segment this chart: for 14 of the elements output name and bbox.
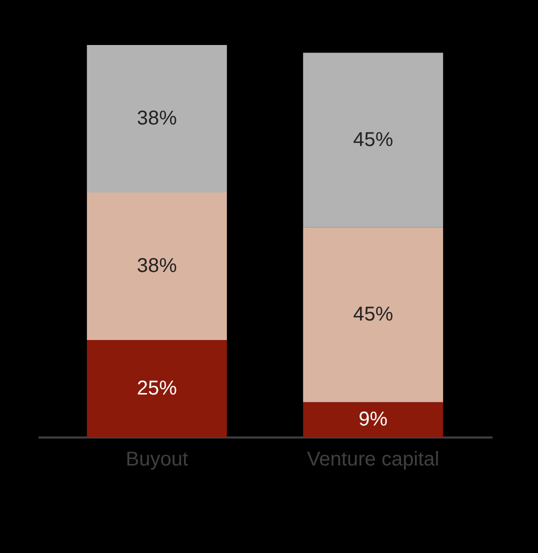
data-label: 38% [136,108,178,130]
x-tick-label: Buyout [126,448,188,470]
data-label: 25% [136,377,178,400]
x-tick-label: Venture capital [306,448,440,470]
bar [303,227,444,402]
bar [86,340,227,437]
bar [86,192,227,340]
data-label: 45% [353,304,394,326]
bar [303,52,444,228]
data-label: 9% [358,408,388,431]
bar [303,402,444,437]
data-label: 38% [136,255,178,278]
bar [86,45,227,192]
data-label: 45% [353,129,394,152]
